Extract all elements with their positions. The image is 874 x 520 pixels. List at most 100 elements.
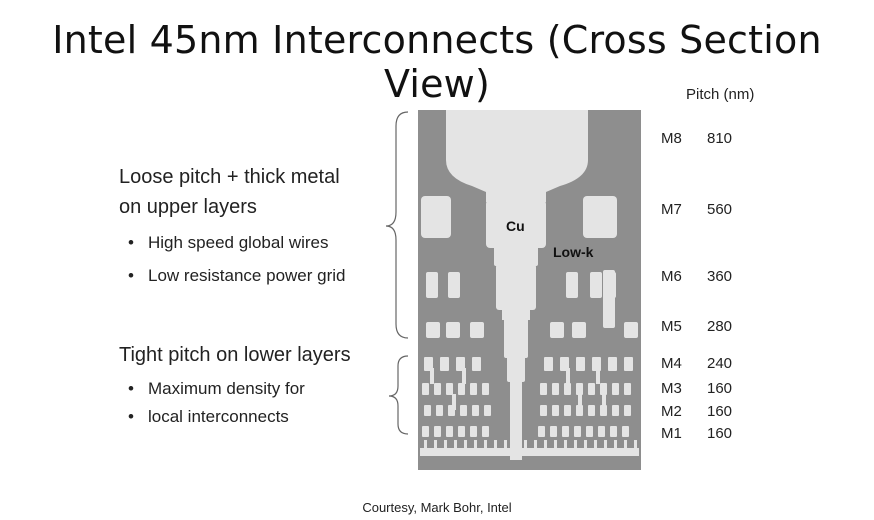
metal-feature xyxy=(544,357,553,371)
metal-feature xyxy=(452,394,456,410)
credit-line: Courtesy, Mark Bohr, Intel xyxy=(362,500,512,515)
metal-feature xyxy=(544,440,547,450)
layer-name-m8: M8 xyxy=(661,130,682,147)
metal-feature xyxy=(422,383,429,395)
upper-heading-line-2: on upper layers xyxy=(119,196,257,218)
metal-feature xyxy=(434,440,437,450)
metal-feature xyxy=(494,246,538,266)
metal-feature xyxy=(510,380,522,460)
metal-feature xyxy=(420,448,639,456)
metal-feature xyxy=(474,440,477,450)
metal-feature xyxy=(552,405,559,416)
metal-feature xyxy=(484,405,491,416)
metal-feature xyxy=(564,440,567,450)
metal-feature xyxy=(448,272,460,298)
metal-feature xyxy=(470,322,484,338)
metal-feature xyxy=(624,322,638,338)
metal-feature xyxy=(592,357,601,371)
metal-feature xyxy=(444,440,447,450)
low-k-label: Low-k xyxy=(553,244,594,260)
metal-feature xyxy=(562,426,569,437)
metal-feature xyxy=(421,196,451,238)
metal-feature xyxy=(538,426,545,437)
metal-feature xyxy=(446,322,460,338)
metal-feature xyxy=(594,440,597,450)
metal-feature xyxy=(578,394,582,410)
metal-feature xyxy=(486,200,546,248)
metal-feature xyxy=(494,440,497,450)
metal-feature xyxy=(600,383,607,395)
metal-feature xyxy=(458,383,465,395)
metal-feature xyxy=(634,440,637,450)
lower-bullet-line-1: Maximum density for xyxy=(148,377,305,401)
metal-feature xyxy=(424,405,431,416)
layer-name-m4: M4 xyxy=(661,355,682,372)
metal-feature xyxy=(550,322,564,338)
metal-feature xyxy=(507,356,525,382)
metal-feature xyxy=(424,357,433,371)
metal-feature xyxy=(552,383,559,395)
metal-feature xyxy=(624,383,631,395)
metal-feature xyxy=(422,426,429,437)
layer-pitch-m3: 160 xyxy=(707,380,733,397)
layer-pitch-m2: 160 xyxy=(707,403,733,420)
pitch-header: Pitch (nm) xyxy=(686,86,755,103)
metal-feature xyxy=(436,405,443,416)
layer-pitch-m8: 810 xyxy=(707,130,733,147)
metal-feature xyxy=(440,357,449,371)
upper-heading-line-1: Loose pitch + thick metal xyxy=(119,166,340,188)
metal-feature xyxy=(502,308,530,320)
metal-feature xyxy=(540,405,547,416)
metal-feature xyxy=(426,322,440,338)
metal-feature xyxy=(470,383,477,395)
metal-feature xyxy=(596,368,600,384)
metal-feature xyxy=(458,426,465,437)
layer-pitch-m4: 240 xyxy=(707,355,733,372)
metal-feature xyxy=(554,440,557,450)
metal-feature xyxy=(456,357,465,371)
metal-feature xyxy=(610,426,617,437)
metal-feature xyxy=(446,110,588,202)
metal-feature xyxy=(454,440,457,450)
layer-pitch-m6: 360 xyxy=(707,268,733,285)
metal-feature xyxy=(504,440,507,450)
layer-name-m5: M5 xyxy=(661,318,682,335)
layer-name-m6: M6 xyxy=(661,268,682,285)
metal-feature xyxy=(624,440,627,450)
metal-feature xyxy=(566,272,578,298)
metal-feature xyxy=(550,426,557,437)
metal-feature xyxy=(590,272,602,298)
metal-feature xyxy=(576,383,583,395)
metal-feature xyxy=(460,405,467,416)
metal-feature xyxy=(560,357,569,371)
metal-feature xyxy=(496,264,536,310)
metal-feature xyxy=(472,357,481,371)
metal-feature xyxy=(514,440,517,450)
metal-feature xyxy=(574,440,577,450)
metal-feature xyxy=(588,383,595,395)
layer-name-m3: M3 xyxy=(661,380,682,397)
metal-feature xyxy=(604,440,607,450)
metal-feature xyxy=(564,405,571,416)
metal-feature xyxy=(612,383,619,395)
metal-feature xyxy=(434,383,441,395)
metal-feature xyxy=(624,405,631,416)
metal-feature xyxy=(534,440,537,450)
metal-feature xyxy=(614,440,617,450)
metal-feature xyxy=(566,368,570,384)
layer-name-m2: M2 xyxy=(661,403,682,420)
metal-feature xyxy=(464,440,467,450)
slide-title: Intel 45nm Interconnects (Cross Section … xyxy=(52,18,822,106)
metal-feature xyxy=(504,318,528,358)
lower-heading: Tight pitch on lower layers xyxy=(119,344,351,366)
metal-feature xyxy=(603,270,615,328)
metal-feature xyxy=(462,368,466,384)
layer-name-m1: M1 xyxy=(661,425,682,442)
upper-brace xyxy=(385,111,409,339)
metal-feature xyxy=(446,383,453,395)
layer-pitch-m5: 280 xyxy=(707,318,733,335)
metal-feature xyxy=(576,357,585,371)
metal-feature xyxy=(572,322,586,338)
metal-feature xyxy=(608,357,617,371)
